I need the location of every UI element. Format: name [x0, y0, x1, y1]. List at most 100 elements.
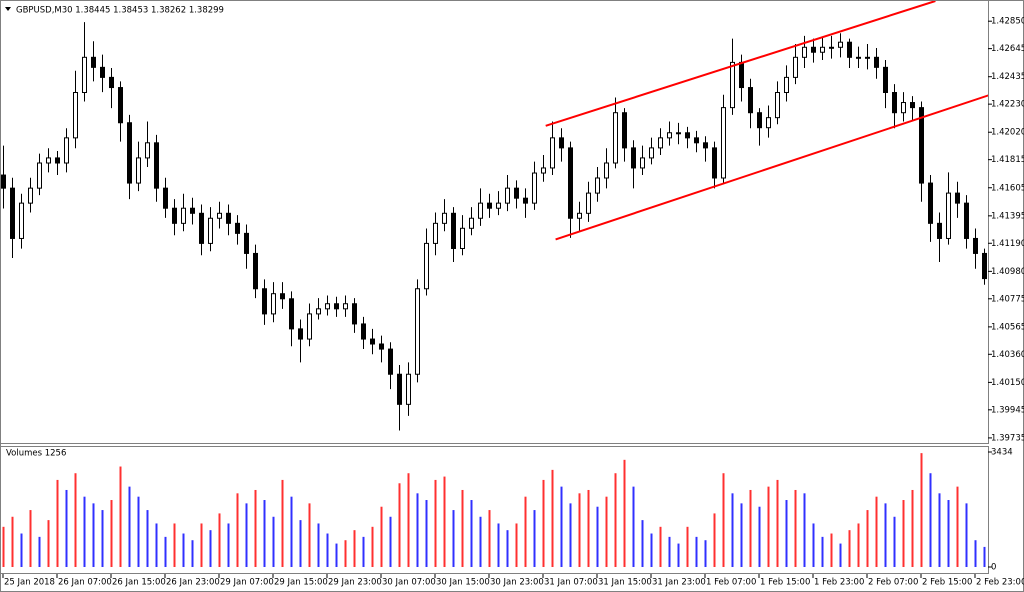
candle-body [856, 56, 861, 59]
price-panel [0, 0, 989, 444]
candle-body [334, 303, 339, 310]
candle-body [370, 338, 375, 345]
candle-body [217, 212, 222, 219]
candle-body [442, 212, 447, 224]
candle-body [10, 187, 15, 239]
axes: 1.42850 1.42645 1.42435 1.42230 1.42020 1.418… [2, 17, 1024, 588]
candle-body [208, 217, 213, 244]
candle-body [145, 142, 150, 159]
candle-body [1, 174, 6, 189]
candle-body [289, 298, 294, 330]
candle-body [937, 222, 942, 239]
candle-body [55, 157, 60, 164]
candle-body [712, 147, 717, 179]
candle-body [946, 192, 951, 239]
x-tick-label: 29 Jan 07:00 [220, 578, 274, 588]
candle-body [568, 147, 573, 219]
candle-body [64, 137, 69, 164]
candle-body [910, 102, 915, 109]
candle-body [595, 177, 600, 194]
candle-body [37, 162, 42, 189]
candle-body [703, 142, 708, 149]
candle-body [298, 328, 303, 340]
x-tick-label: 31 Jan 15:00 [598, 578, 652, 588]
y-tick-label: 1.41815 [991, 155, 1024, 165]
candle-body [460, 227, 465, 249]
x-tick-label: 30 Jan 23:00 [490, 578, 544, 588]
collapse-arrow[interactable] [5, 7, 11, 11]
candle-body [91, 56, 96, 68]
x-tick-label: 1 Feb 15:00 [760, 578, 810, 588]
x-tick-label: 26 Jan 07:00 [58, 578, 112, 588]
candle-body [604, 162, 609, 179]
candle-body [73, 92, 78, 139]
candle-body [244, 232, 249, 254]
candle-body [181, 207, 186, 224]
candle-body [577, 212, 582, 219]
x-tick-label: 2 Feb 15:00 [922, 578, 972, 588]
y-tick-label: 1.42435 [991, 72, 1024, 82]
candle-body [163, 187, 168, 209]
chart-title: GBPUSD,M30 1.38445 1.38453 1.38262 1.382… [16, 6, 224, 16]
candle-body [721, 107, 726, 179]
candle-body [199, 212, 204, 244]
candle-body [955, 192, 960, 204]
candle-body [100, 66, 105, 78]
candle-body [685, 132, 690, 139]
y-tick-label: 1.40565 [991, 322, 1024, 332]
candle-body [982, 252, 987, 280]
x-tick-label: 30 Jan 15:00 [436, 578, 490, 588]
x-tick-label: 26 Jan 23:00 [166, 578, 220, 588]
candle-body [667, 132, 672, 139]
candle-body [136, 157, 141, 184]
candle-body [973, 237, 978, 254]
x-tick-label: 29 Jan 23:00 [328, 578, 382, 588]
candle-body [793, 56, 798, 78]
candle-body [280, 293, 285, 300]
candle-body [190, 207, 195, 214]
candle-body [865, 56, 870, 59]
candle-body [901, 102, 906, 114]
y-tick-label: 1.40980 [991, 267, 1024, 277]
volume-plot [2, 453, 986, 568]
x-tick-label: 31 Jan 23:00 [652, 578, 706, 588]
candle-body [892, 92, 897, 114]
x-tick-label: 30 Jan 07:00 [382, 578, 436, 588]
candle-body [847, 41, 852, 58]
candle-body [343, 303, 348, 310]
candle-body [307, 313, 312, 340]
x-tick-label: 1 Feb 07:00 [706, 578, 756, 588]
candle-body [253, 252, 258, 290]
candle-body [325, 303, 330, 310]
candle-body [550, 137, 555, 169]
candle-body [127, 122, 132, 184]
candle-body [388, 348, 393, 375]
trend-line [545, 1, 936, 127]
candle-body [541, 167, 546, 174]
candle-body [730, 61, 735, 109]
x-tick-label: 31 Jan 07:00 [544, 578, 598, 588]
candle-body [928, 182, 933, 224]
volume-title: Volumes 1256 [6, 449, 66, 459]
y-tick-label: 1.42645 [991, 44, 1024, 54]
candle-body [496, 202, 501, 209]
price-plot [1, 1, 988, 431]
x-tick-label: 25 Jan 2018 [4, 578, 55, 588]
y-tick-label: 1.41605 [991, 183, 1024, 193]
candle-body [424, 242, 429, 290]
candle-body [694, 137, 699, 144]
candle-body [514, 187, 519, 199]
y-tick-label: 1.40150 [991, 378, 1024, 388]
candle-body [811, 46, 816, 53]
candle-body [838, 41, 843, 48]
candle-body [613, 112, 618, 164]
candle-body [433, 222, 438, 244]
candle-body [226, 212, 231, 224]
candle-body [649, 147, 654, 159]
x-tick-label: 2 Feb 23:00 [976, 578, 1024, 588]
candle-body [19, 202, 24, 239]
candle-body [658, 137, 663, 149]
candle-body [757, 112, 762, 129]
